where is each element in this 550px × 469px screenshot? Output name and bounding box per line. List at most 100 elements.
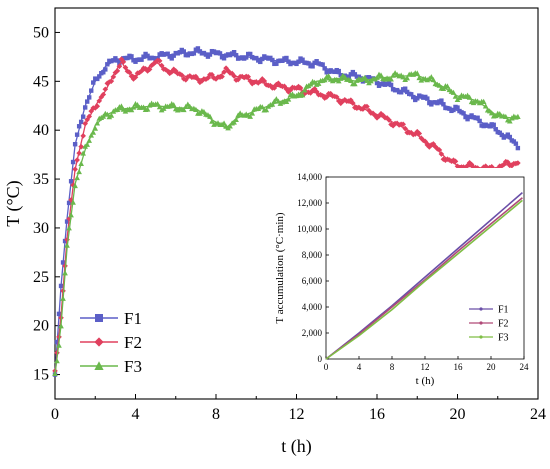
series-f2-marker (297, 85, 304, 91)
series-f2-marker (321, 95, 328, 101)
series-f1-marker (95, 76, 100, 82)
series-f3-marker (348, 77, 354, 84)
series-f2-marker (178, 72, 185, 78)
series-f3-marker (388, 76, 394, 82)
series-f2-marker (348, 97, 354, 103)
series-f2-marker (110, 74, 117, 80)
series-f3-marker (108, 112, 115, 118)
series-f2-marker (176, 71, 183, 77)
series-f2-marker (337, 100, 344, 107)
series-f2-marker (430, 141, 437, 147)
series-f2-marker (261, 78, 268, 84)
series-f2-marker (438, 151, 445, 157)
series-f2-marker (100, 91, 107, 98)
series-f1-marker (374, 80, 380, 86)
series-f2-marker (181, 76, 187, 82)
series-f2-marker (500, 161, 507, 168)
inset-x-tick-label: 24 (520, 362, 530, 372)
series-f1-marker (141, 54, 146, 59)
series-f2-marker (482, 163, 489, 170)
y-tick-label: 35 (33, 171, 49, 188)
series-f1-marker (80, 114, 86, 119)
series-f3-marker (62, 270, 68, 276)
series-f3-marker (488, 110, 495, 116)
series-f3-marker (58, 323, 64, 329)
series-f1-marker (441, 102, 446, 107)
inset-x-tick-label: 16 (454, 362, 464, 372)
series-f1-marker (258, 59, 263, 65)
series-f2-marker (454, 163, 461, 170)
inset-y-tick-label: 8,000 (302, 250, 323, 260)
series-f2-marker (444, 156, 451, 162)
series-f1-marker (191, 51, 197, 56)
series-f3-marker (515, 113, 521, 119)
series-f3-marker (362, 74, 368, 80)
series-f2-marker (388, 121, 394, 128)
series-f3-marker (374, 74, 380, 80)
series-f2-marker (136, 69, 143, 76)
inset-x-axis-label: t (h) (416, 375, 435, 387)
series-f1-marker (195, 46, 201, 51)
series-f3-marker (78, 160, 84, 166)
series-f3-marker (428, 74, 435, 80)
series-f2-marker (166, 70, 173, 77)
inset-x-tick-label: 12 (421, 362, 430, 372)
series-f3-marker (92, 125, 99, 131)
series-f3-marker (269, 101, 276, 107)
series-f1-marker (398, 90, 404, 95)
series-f1-marker (165, 51, 170, 56)
inset-chart: 0 4 8 12 16 20 24 0 2,000 4,000 6,000 8,000 10,000 12… (266, 168, 532, 392)
series-f2-marker (102, 86, 109, 93)
series-f1-marker (505, 132, 511, 137)
series-f3-marker (90, 129, 97, 135)
series-f2-marker (108, 78, 115, 84)
series-f1-marker (56, 311, 62, 317)
series-f1-marker (461, 111, 466, 116)
legend-label: F3 (124, 357, 142, 376)
series-f3-marker (247, 113, 254, 119)
y-tick-label: 20 (33, 318, 49, 335)
series-f1-marker (243, 55, 249, 60)
series-f1-marker (409, 92, 414, 97)
series-f1-marker (415, 96, 420, 101)
series-f2-marker (442, 157, 449, 164)
series-f3-marker (118, 103, 125, 109)
series-f2-marker (205, 75, 211, 81)
series-f1-marker (306, 61, 311, 66)
series-f3-marker (430, 76, 437, 83)
series-f1-marker (58, 283, 64, 289)
series-f3-marker (154, 101, 161, 107)
series-f2-marker (124, 68, 131, 75)
series-f3-marker (227, 123, 233, 129)
series-f3-marker (66, 225, 72, 231)
series-f1-marker (76, 124, 82, 129)
series-f1-marker (388, 82, 394, 88)
series-f3-marker (74, 174, 80, 181)
series-f2-marker (96, 98, 103, 104)
series-f1-marker (62, 238, 68, 244)
series-f1-marker (300, 57, 305, 62)
series-f3-marker (170, 101, 177, 108)
series-f1-marker (425, 96, 430, 101)
series-f2-marker (195, 76, 201, 83)
inset-x-tick-label: 20 (487, 362, 497, 372)
inset-background (266, 168, 532, 392)
series-f1-marker (411, 94, 416, 100)
legend-marker (94, 337, 104, 347)
inset-legend: F1 F2 F3 (469, 305, 509, 344)
series-f3-marker (114, 106, 121, 113)
series-f2-marker (364, 103, 370, 110)
series-f3-marker (144, 106, 151, 112)
series-f3-marker (233, 116, 239, 123)
series-f2-marker (144, 68, 151, 74)
series-f3-marker (263, 107, 270, 113)
series-f3-marker (70, 199, 76, 205)
series-f3-marker (440, 85, 447, 92)
inset-y-tick-label: 12,000 (297, 198, 322, 208)
series-f1-marker (475, 115, 480, 120)
series-f1-marker (296, 59, 301, 64)
series-f1-marker (386, 80, 392, 85)
inset-legend-marker (479, 335, 483, 339)
